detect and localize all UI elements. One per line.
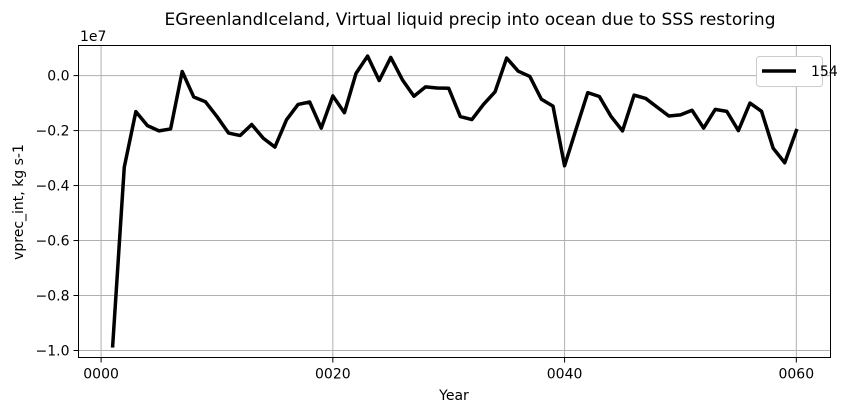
legend-label: 154 xyxy=(811,64,838,80)
legend: 154 xyxy=(756,56,838,87)
series-layer xyxy=(110,54,799,348)
x-tick-label: 0040 xyxy=(547,367,583,383)
y-tick-label: −0.6 xyxy=(36,234,70,250)
chart-title: EGreenlandIceland, Virtual liquid precip… xyxy=(165,10,776,30)
x-tick-label: 0020 xyxy=(315,367,351,383)
y-tick-label: −0.8 xyxy=(36,289,70,305)
grid xyxy=(78,45,831,358)
ticks: 0000 0020 0040 0060 −1.0 −0.8 −0.6 −0.4 −0.2 0.0 xyxy=(36,69,815,383)
y-scale-label: 1e7 xyxy=(80,29,106,45)
y-tick-label: −1.0 xyxy=(36,343,70,359)
x-axis-label: Year xyxy=(438,388,469,404)
y-tick-label: −0.2 xyxy=(36,124,70,140)
series-line-154 xyxy=(110,54,799,348)
y-tick-label: 0.0 xyxy=(47,69,69,85)
x-tick-label: 0060 xyxy=(778,367,814,383)
y-axis-label: vprec_int, kg s-1 xyxy=(11,144,27,260)
y-tick-label: −0.4 xyxy=(36,179,70,195)
plot-frame xyxy=(78,45,831,358)
x-tick-label: 0000 xyxy=(83,367,119,383)
